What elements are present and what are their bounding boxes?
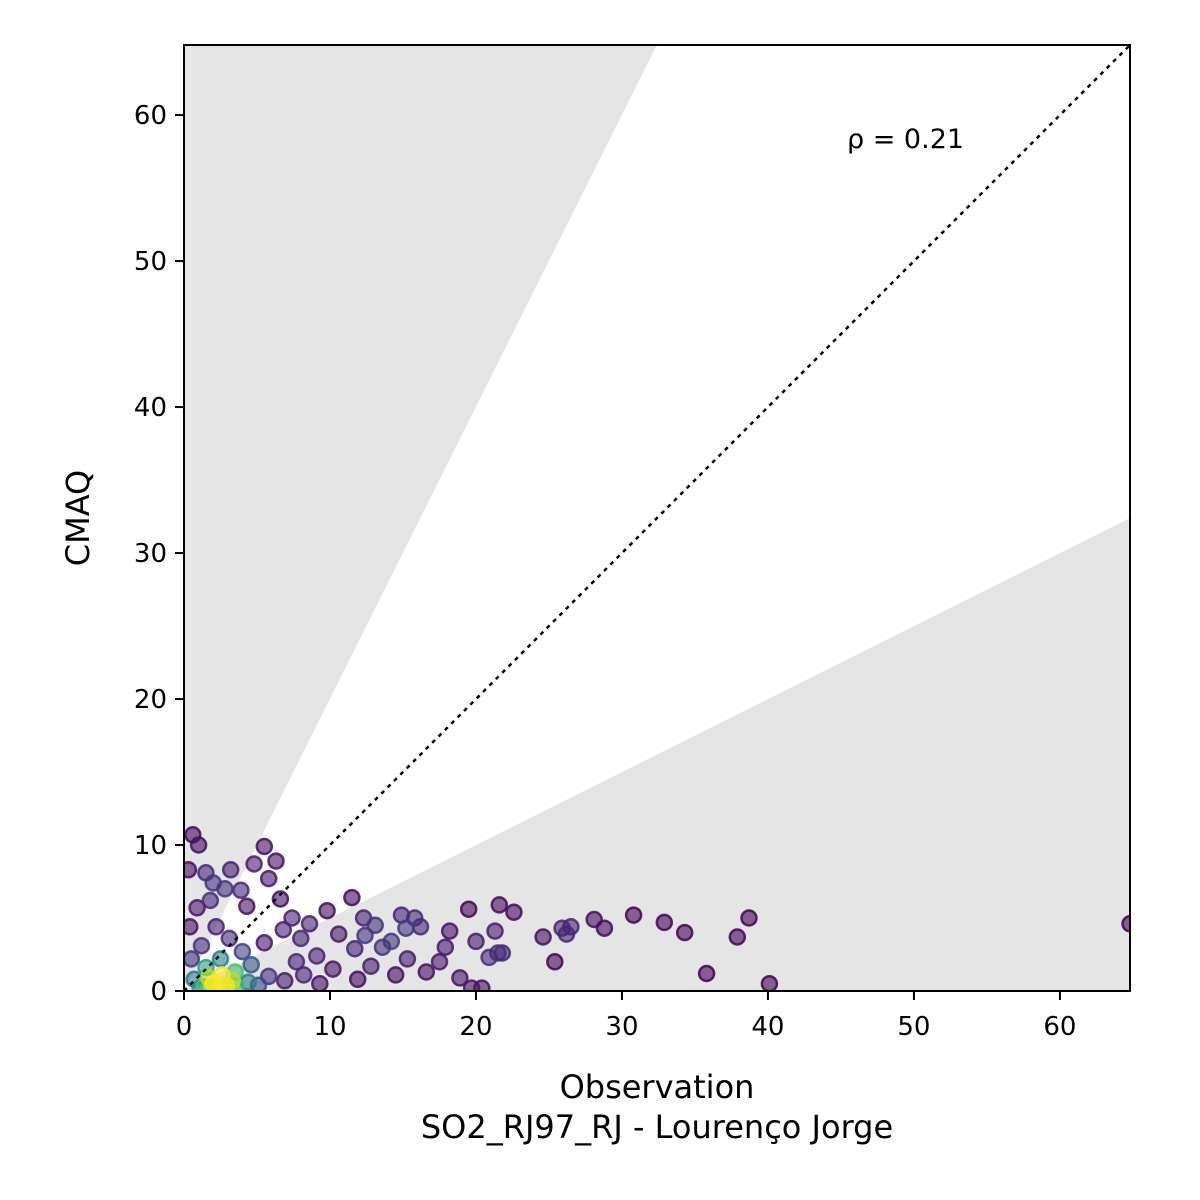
one-to-one-line xyxy=(184,45,1130,991)
scatter-point xyxy=(490,896,509,914)
scatter-point xyxy=(233,942,252,961)
scatter-point xyxy=(459,900,478,918)
scatter-point xyxy=(201,891,220,910)
y-tick-label: 20 xyxy=(134,685,167,715)
y-tick-label: 0 xyxy=(150,977,167,1007)
scatter-point xyxy=(294,966,313,984)
scatter-point xyxy=(184,861,198,879)
scatter-point xyxy=(467,932,485,951)
scatter-point xyxy=(557,925,576,943)
scatter-point xyxy=(348,970,367,989)
scatter-point xyxy=(451,969,469,987)
scatter-point xyxy=(382,932,401,951)
scatter-point xyxy=(255,934,274,952)
x-tick-label: 50 xyxy=(897,1012,930,1042)
scatter-point xyxy=(259,869,278,888)
y-tick-label: 50 xyxy=(134,247,167,277)
scatter-point xyxy=(728,928,747,946)
scatter-point xyxy=(1121,915,1130,933)
x-tick-label: 10 xyxy=(313,1012,346,1042)
x-tick-label: 40 xyxy=(751,1012,784,1042)
scatter-point xyxy=(624,906,643,924)
scatter-point xyxy=(318,901,336,920)
scatter-point xyxy=(489,944,507,962)
scatter-point xyxy=(546,953,564,971)
scatter-point xyxy=(462,979,481,991)
scatter-point xyxy=(220,929,239,948)
x-tick-label: 60 xyxy=(1043,1012,1076,1042)
scatter-point xyxy=(366,916,384,935)
scatter-point xyxy=(188,899,206,917)
scatter-point xyxy=(189,836,208,854)
scatter-point xyxy=(324,960,342,978)
scatter-point xyxy=(184,950,201,968)
x-axis-sublabel: SO2_RJ97_RJ - Lourenço Jorge xyxy=(421,1108,893,1146)
y-tick-label: 60 xyxy=(134,101,167,131)
y-tick-label: 30 xyxy=(134,539,167,569)
scatter-point xyxy=(204,874,222,892)
x-tick-label: 0 xyxy=(176,1012,193,1042)
scatter-point xyxy=(292,929,310,948)
scatter-point xyxy=(397,919,415,937)
scatter-point xyxy=(585,910,603,929)
scatter-point xyxy=(221,861,240,879)
identity-line xyxy=(184,45,1130,991)
scatter-point xyxy=(386,966,405,984)
x-axis: 0 10 20 30 40 50 60 xyxy=(176,991,1076,1042)
scatter-point xyxy=(655,913,674,932)
scatter-point xyxy=(362,957,380,975)
scatter-point xyxy=(311,974,329,991)
scatter-point xyxy=(192,936,211,955)
y-axis-label: CMAQ xyxy=(59,470,97,566)
shaded-bands xyxy=(184,45,1130,991)
x-tick-label: 20 xyxy=(459,1012,492,1042)
scatter-point xyxy=(505,903,523,921)
scatter-point xyxy=(346,939,364,958)
scatter-point xyxy=(356,926,374,945)
scatter-point xyxy=(300,915,319,933)
upper-shaded-region xyxy=(184,45,657,991)
scatter-point xyxy=(675,923,694,942)
scatter-point xyxy=(343,888,361,907)
scatter-point xyxy=(740,909,758,927)
scatter-point xyxy=(232,881,250,900)
y-axis: 0 10 20 30 40 50 60 xyxy=(134,101,184,1007)
y-tick-label: 40 xyxy=(134,393,167,423)
x-tick-label: 30 xyxy=(605,1012,638,1042)
scatter-point xyxy=(275,972,294,990)
scatter-point xyxy=(238,897,256,916)
scatter-point xyxy=(184,918,199,936)
scatter-point xyxy=(267,852,285,870)
scatter-point xyxy=(329,925,348,943)
scatter-point xyxy=(308,947,326,965)
scatter-point xyxy=(245,855,263,873)
correlation-annotation: ρ = 0.21 xyxy=(847,124,964,155)
scatter-point xyxy=(760,974,779,991)
scatter-point xyxy=(255,837,274,856)
scatter-point xyxy=(398,950,417,968)
scatter-point xyxy=(204,974,222,991)
plot-frame xyxy=(183,44,1131,992)
scatter-point xyxy=(436,938,455,956)
x-axis-label: Observation xyxy=(560,1068,755,1106)
scatter-point xyxy=(486,922,504,940)
data-points xyxy=(184,826,1130,991)
scatter-point xyxy=(211,950,230,968)
lower-shaded-region xyxy=(184,518,1130,991)
scatter-point xyxy=(417,963,436,981)
scatter-point xyxy=(207,918,225,936)
scatter-point xyxy=(283,909,301,927)
scatter-point xyxy=(271,890,290,908)
scatter-point xyxy=(430,953,449,971)
scatter-point xyxy=(287,953,306,971)
scatter-point xyxy=(440,922,459,940)
y-tick-label: 10 xyxy=(134,831,167,861)
scatter-point xyxy=(274,920,293,939)
scatter-point xyxy=(697,964,716,983)
scatter-point xyxy=(534,928,552,946)
scatter-point xyxy=(242,955,260,974)
